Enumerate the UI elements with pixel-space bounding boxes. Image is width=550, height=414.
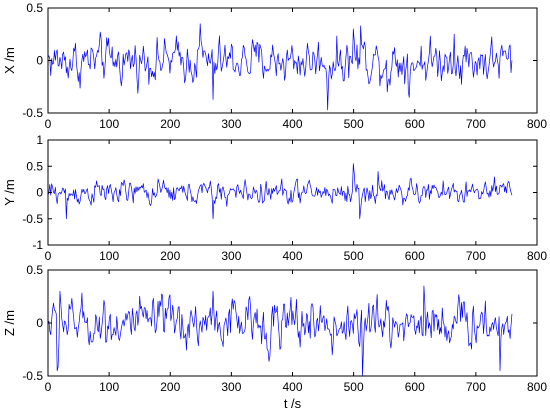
x-tick-label: 300 (221, 380, 241, 394)
subplot-z: 0 100 200 300 400 500 600 700 800-0.500.5Z /mt /… (2, 263, 547, 411)
x-tick-label: 400 (282, 117, 302, 131)
x-tick-label: 700 (466, 249, 486, 263)
x-tick-label: 200 (160, 249, 180, 263)
x-tick-label: 100 (99, 380, 119, 394)
x-tick-label: 600 (405, 117, 425, 131)
x-tick-label: 200 (160, 380, 180, 394)
x-tick-label: 500 (344, 249, 364, 263)
y-tick-label: 1 (36, 133, 43, 147)
x-tick-label: 400 (282, 380, 302, 394)
x-tick-label: 400 (282, 249, 302, 263)
x-tick-label: 0 (45, 249, 52, 263)
x-tick-label: 700 (466, 117, 486, 131)
y-tick-label: 0.5 (26, 1, 43, 15)
axes-box-x (47, 7, 538, 114)
series-line-x (47, 23, 513, 111)
x-tick-label: 800 (527, 249, 547, 263)
y-tick-label: 0 (36, 186, 43, 200)
x-tick-label: 300 (221, 249, 241, 263)
y-tick-label: -1 (32, 238, 43, 252)
x-tick-label: 300 (221, 117, 241, 131)
x-tick-label: 500 (344, 117, 364, 131)
y-tick-label: -0.5 (22, 106, 43, 120)
x-axis-label: t /s (284, 396, 302, 411)
x-tick-label: 800 (527, 117, 547, 131)
x-tick-label: 600 (405, 380, 425, 394)
y-tick-label: -0.5 (22, 369, 43, 383)
y-axis-label-z: Z /m (2, 310, 17, 336)
x-tick-label: 800 (527, 380, 547, 394)
y-tick-label: 0.5 (26, 159, 43, 173)
x-tick-label: 200 (160, 117, 180, 131)
y-tick-label: -0.5 (22, 212, 43, 226)
x-tick-label: 100 (99, 117, 119, 131)
series-line-z (47, 285, 513, 377)
x-tick-label: 600 (405, 249, 425, 263)
subplot-x: 0 100 200 300 400 500 600 700 800-0.500.5X /m (2, 1, 547, 131)
y-tick-label: 0.5 (26, 263, 43, 277)
x-tick-label: 100 (99, 249, 119, 263)
y-tick-label: 0 (36, 316, 43, 330)
series-line-y (47, 163, 513, 220)
y-axis-label-y: Y /m (2, 179, 17, 206)
x-tick-label: 0 (45, 380, 52, 394)
subplot-y: 0 100 200 300 400 500 600 700 800 -1 -0.5 0 0.5 1 Y /m (2, 133, 547, 263)
y-axis-label-x: X /m (2, 47, 17, 74)
y-tick-label: 0 (36, 54, 43, 68)
axes-box-z (47, 269, 538, 377)
x-tick-label: 500 (344, 380, 364, 394)
axes-box-y (47, 139, 538, 246)
x-tick-label: 700 (466, 380, 486, 394)
x-tick-label: 0 (45, 117, 52, 131)
